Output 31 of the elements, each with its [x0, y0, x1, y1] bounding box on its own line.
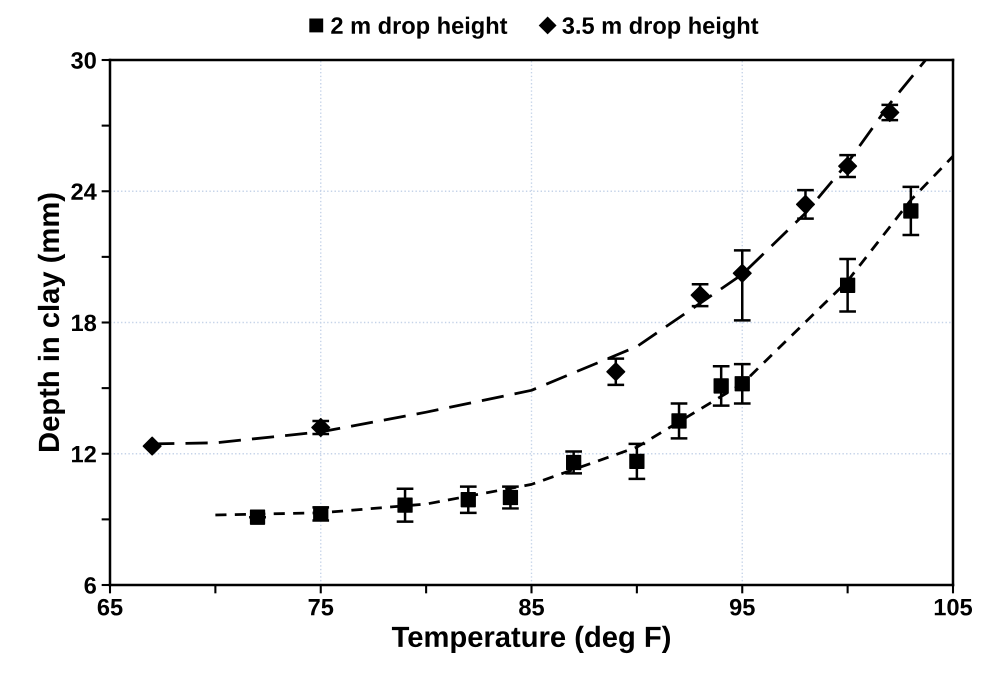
point: [629, 454, 645, 470]
point: [606, 362, 626, 382]
x-tick-label: 65: [98, 598, 122, 616]
point: [566, 454, 582, 470]
x-axis-title: Temperature (deg F): [392, 626, 670, 654]
point: [397, 498, 413, 513]
point: [732, 264, 752, 283]
y-tick-label: 12: [72, 446, 96, 462]
legend-label: 3.5 m drop height: [562, 16, 758, 39]
point: [714, 378, 729, 394]
point: [840, 278, 856, 293]
x-tick-label: 75: [308, 599, 334, 616]
point: [734, 376, 750, 392]
point: [690, 286, 710, 305]
point: [838, 156, 858, 176]
point: [796, 194, 816, 214]
point: [903, 203, 918, 219]
y-axis-title: Depth in clay (mm): [38, 193, 65, 451]
point: [671, 413, 687, 429]
y-tick-label: 18: [72, 314, 96, 332]
y-tick-label: 24: [71, 183, 97, 200]
x-tick-label: 95: [730, 598, 755, 616]
x-tick-label: 105: [934, 598, 972, 616]
point: [460, 492, 476, 508]
legend-label: 2 m drop height: [331, 16, 508, 39]
y-tick-label: 6: [84, 577, 96, 594]
point: [502, 490, 518, 506]
y-tick-label: 30: [71, 52, 96, 69]
point: [250, 510, 266, 525]
point: [142, 436, 162, 456]
x-tick-label: 85: [519, 598, 544, 616]
